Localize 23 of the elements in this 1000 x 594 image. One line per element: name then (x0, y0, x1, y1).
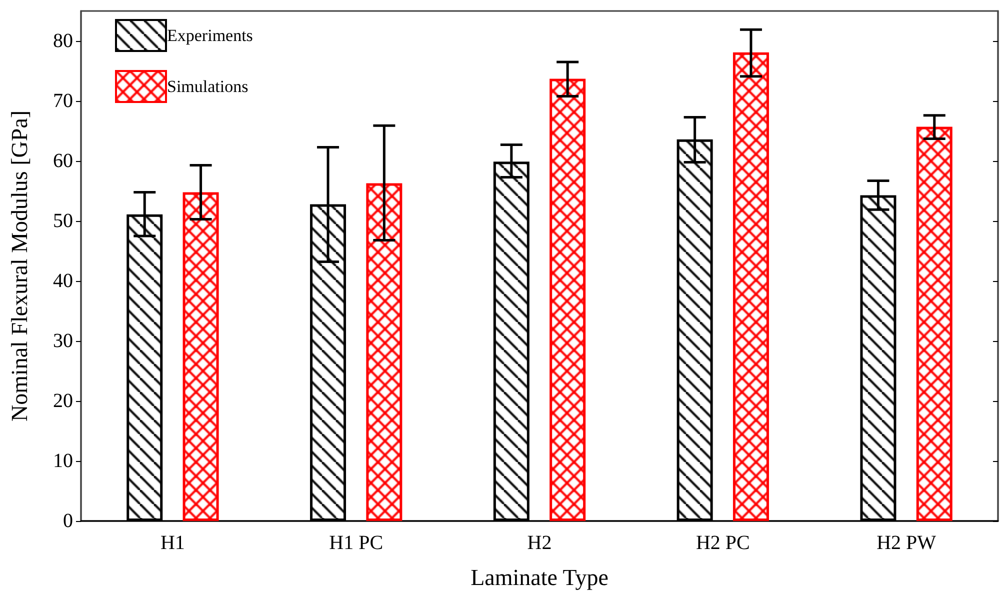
x-tick-label: H2 PW (876, 532, 936, 554)
y-tick-label: 60 (53, 150, 73, 172)
y-tick-label: 50 (53, 210, 73, 232)
y-tick-label: 10 (53, 450, 73, 472)
y-tick-label: 0 (63, 510, 73, 532)
y-tick-label: 20 (53, 390, 73, 412)
x-axis-title: Laminate Type (470, 565, 608, 590)
legend-label: Simulations (167, 77, 248, 96)
y-tick-label: 30 (53, 330, 73, 352)
y-tick-label: 40 (53, 270, 73, 292)
x-tick-label: H2 (527, 532, 552, 554)
bar (550, 78, 586, 521)
x-tick-label: H1 PC (329, 532, 384, 554)
x-tick-label: H2 PC (696, 532, 750, 554)
y-axis-title: Nominal Flexural Modulus [GPa] (7, 110, 32, 422)
bar (366, 183, 402, 521)
x-tick-label: H1 (160, 532, 185, 554)
bar (916, 126, 952, 521)
bar (182, 192, 219, 521)
legend-label: Experiments (167, 26, 253, 45)
bar (732, 52, 769, 521)
y-tick-label: 80 (53, 30, 73, 52)
y-tick-label: 70 (53, 90, 73, 112)
